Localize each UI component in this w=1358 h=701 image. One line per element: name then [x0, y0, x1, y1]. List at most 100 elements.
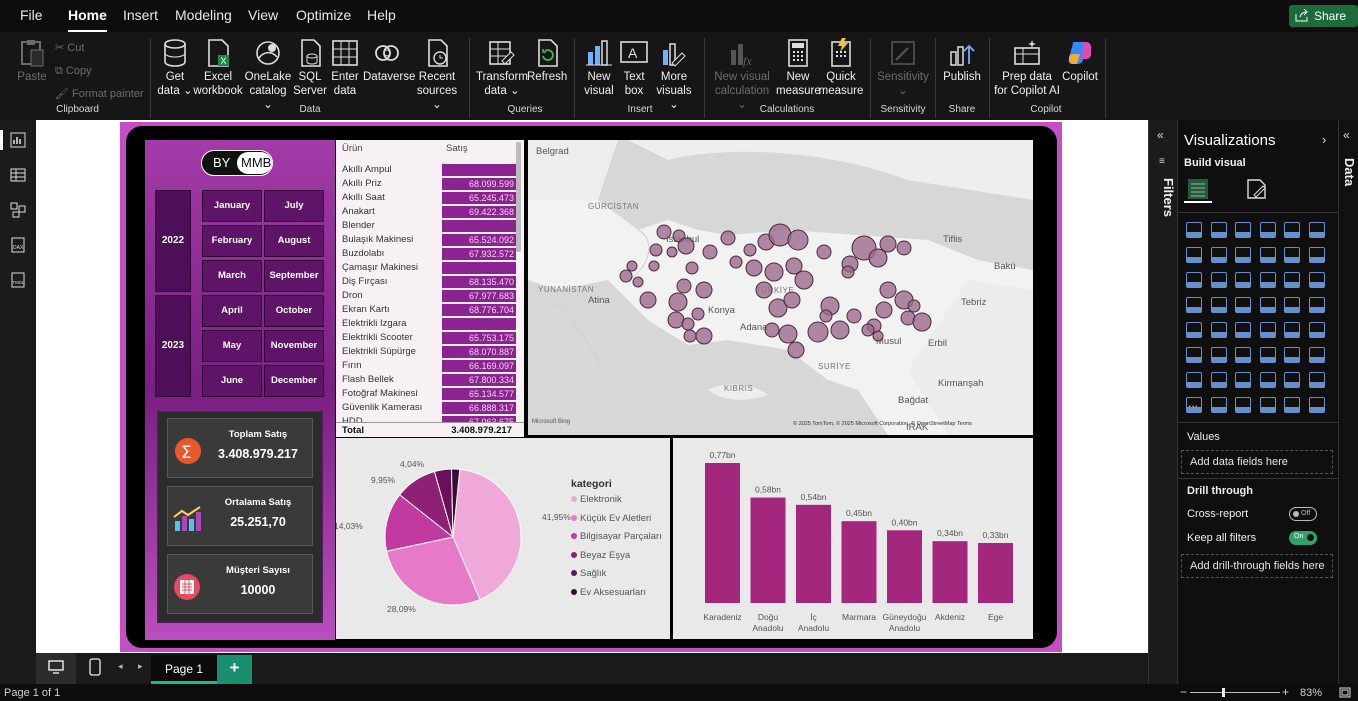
- transform-data-button[interactable]: Transform data ⌄: [476, 38, 528, 98]
- visual-type-icon[interactable]: [1210, 222, 1227, 238]
- pie-slice[interactable]: [452, 468, 522, 601]
- map-bubble[interactable]: [907, 299, 921, 313]
- map-bubble[interactable]: [666, 246, 678, 258]
- map-bubble[interactable]: [702, 244, 718, 260]
- month-slicer-march[interactable]: March: [202, 260, 262, 292]
- table-row[interactable]: Bulaşık Makinesi 65.524.092: [342, 233, 522, 247]
- format-visual-icon[interactable]: [1246, 178, 1268, 200]
- map-bubble[interactable]: [816, 244, 832, 260]
- onelake-catalog-button[interactable]: OneLake catalog ⌄: [244, 38, 292, 112]
- map-bubble[interactable]: [683, 329, 697, 343]
- map-attribution[interactable]: © 2025 TomTom, © 2025 Microsoft Corporat…: [793, 421, 972, 427]
- table-row[interactable]: Dron 67.977.683: [342, 289, 522, 303]
- map-bubble[interactable]: [787, 341, 805, 359]
- map-bubble[interactable]: [819, 309, 833, 323]
- visual-type-icon[interactable]: [1308, 222, 1325, 238]
- table-row[interactable]: Güvenlik Kamerası 66.888.317: [342, 401, 522, 415]
- table-row[interactable]: Flash Bellek 67.800.334: [342, 373, 522, 387]
- visual-type-icon[interactable]: [1308, 322, 1325, 338]
- table-row[interactable]: Fırın 66.169.097: [342, 359, 522, 373]
- table-row[interactable]: Elektrikli Izgara: [342, 317, 522, 331]
- visual-type-icon[interactable]: [1235, 322, 1251, 338]
- currency-toggle[interactable]: BY MMB: [201, 150, 273, 176]
- share-button[interactable]: Share: [1289, 5, 1358, 27]
- new-measure-button[interactable]: New measure: [776, 38, 821, 98]
- text-box-button[interactable]: A Text box: [619, 38, 649, 98]
- map-bubble[interactable]: [872, 330, 884, 342]
- visual-type-icon[interactable]: [1259, 372, 1276, 388]
- month-slicer-december[interactable]: December: [264, 365, 324, 397]
- map-bubble[interactable]: [677, 237, 695, 255]
- map-bubble[interactable]: [861, 323, 875, 337]
- month-slicer-may[interactable]: May: [202, 330, 262, 362]
- month-slicer-january[interactable]: January: [202, 190, 262, 222]
- map-bubble[interactable]: [785, 257, 803, 275]
- visual-type-icon[interactable]: [1235, 372, 1251, 388]
- expand-chevron-icon[interactable]: «: [1343, 128, 1350, 142]
- bar[interactable]: [887, 530, 922, 603]
- table-row[interactable]: Elektrikli Scooter 65.753.175: [342, 331, 522, 345]
- visual-type-icon[interactable]: [1308, 372, 1325, 388]
- table-row[interactable]: Fotoğraf Makinesi 65.134.577: [342, 387, 522, 401]
- filters-pane[interactable]: « ≡ Filters: [1148, 120, 1177, 684]
- month-slicer-february[interactable]: February: [202, 225, 262, 257]
- table-header-sales[interactable]: Satış: [446, 143, 468, 154]
- pie-legend-item[interactable]: Bilgisayar Parçaları: [571, 531, 662, 542]
- pie-slice[interactable]: [451, 468, 461, 538]
- zoom-slider[interactable]: [1190, 692, 1280, 693]
- menu-modeling[interactable]: Modeling: [175, 7, 232, 23]
- visual-type-icon[interactable]: [1308, 297, 1325, 313]
- add-drill-through-fields-well[interactable]: Add drill-through fields here: [1181, 554, 1333, 578]
- map-bubble[interactable]: [639, 291, 657, 309]
- mobile-layout-icon[interactable]: [89, 658, 101, 676]
- visual-type-icon[interactable]: [1308, 397, 1325, 413]
- visual-type-icon[interactable]: [1186, 297, 1202, 313]
- add-page-button[interactable]: +: [217, 655, 252, 684]
- visual-type-icon[interactable]: [1210, 347, 1227, 363]
- pie-slice[interactable]: [385, 536, 481, 606]
- report-view-icon[interactable]: [10, 132, 26, 148]
- visual-type-icon[interactable]: [1284, 297, 1300, 313]
- region-bar-chart[interactable]: 0,77bn Karadeniz 0,58bn Doğu Anadolu 0,54bn İç…: [673, 438, 1033, 639]
- visual-type-icon[interactable]: [1259, 247, 1276, 263]
- zoom-in-icon[interactable]: +: [1282, 685, 1290, 699]
- visual-type-icon[interactable]: [1284, 322, 1300, 338]
- month-slicer-august[interactable]: August: [264, 225, 324, 257]
- map-bubble[interactable]: [764, 262, 784, 282]
- map-bubble[interactable]: [685, 261, 699, 275]
- map-bubble[interactable]: [619, 269, 633, 283]
- table-row[interactable]: Elektrikli Süpürge 68.070.887: [342, 345, 522, 359]
- visual-type-icon[interactable]: [1186, 222, 1202, 238]
- page-tab-1[interactable]: Page 1: [151, 655, 217, 684]
- menu-optimize[interactable]: Optimize: [296, 7, 352, 23]
- visual-type-icon[interactable]: [1210, 397, 1227, 413]
- excel-workbook-button[interactable]: X Excel workbook: [192, 38, 244, 98]
- enter-data-button[interactable]: Enter data: [330, 38, 360, 98]
- map-bubble[interactable]: [691, 307, 705, 321]
- table-row[interactable]: Anakart 69.422.368: [342, 205, 522, 219]
- map-bubble[interactable]: [875, 301, 893, 319]
- visual-type-icon[interactable]: [1259, 297, 1276, 313]
- bar[interactable]: [978, 543, 1013, 603]
- visual-type-icon[interactable]: [1284, 372, 1300, 388]
- copy-button[interactable]: ⧉ Copy: [55, 65, 92, 78]
- map-bubble[interactable]: [830, 320, 850, 340]
- pie-legend-item[interactable]: Sağlık: [571, 568, 606, 579]
- filters-label[interactable]: Filters: [1161, 178, 1176, 218]
- table-row[interactable]: Çamaşır Makinesi: [342, 261, 522, 275]
- new-visual-calculation-button[interactable]: fx New visual calculation ⌄: [710, 38, 774, 112]
- menu-home[interactable]: Home: [68, 7, 107, 32]
- next-page-icon[interactable]: ▸: [138, 661, 143, 671]
- map-bubble[interactable]: [695, 327, 713, 345]
- visual-type-icon[interactable]: [1259, 272, 1276, 288]
- paste-button[interactable]: Paste: [14, 38, 50, 84]
- visual-type-icon[interactable]: [1210, 322, 1227, 338]
- map-bubble[interactable]: [695, 281, 713, 299]
- model-view-icon[interactable]: [10, 202, 26, 218]
- bar[interactable]: [841, 521, 877, 603]
- map-bubble[interactable]: [667, 311, 685, 329]
- map-bubble[interactable]: [794, 270, 814, 290]
- map-bubble[interactable]: [764, 322, 780, 338]
- add-data-fields-well[interactable]: Add data fields here: [1181, 450, 1333, 474]
- recent-sources-button[interactable]: Recent sources ⌄: [413, 38, 461, 112]
